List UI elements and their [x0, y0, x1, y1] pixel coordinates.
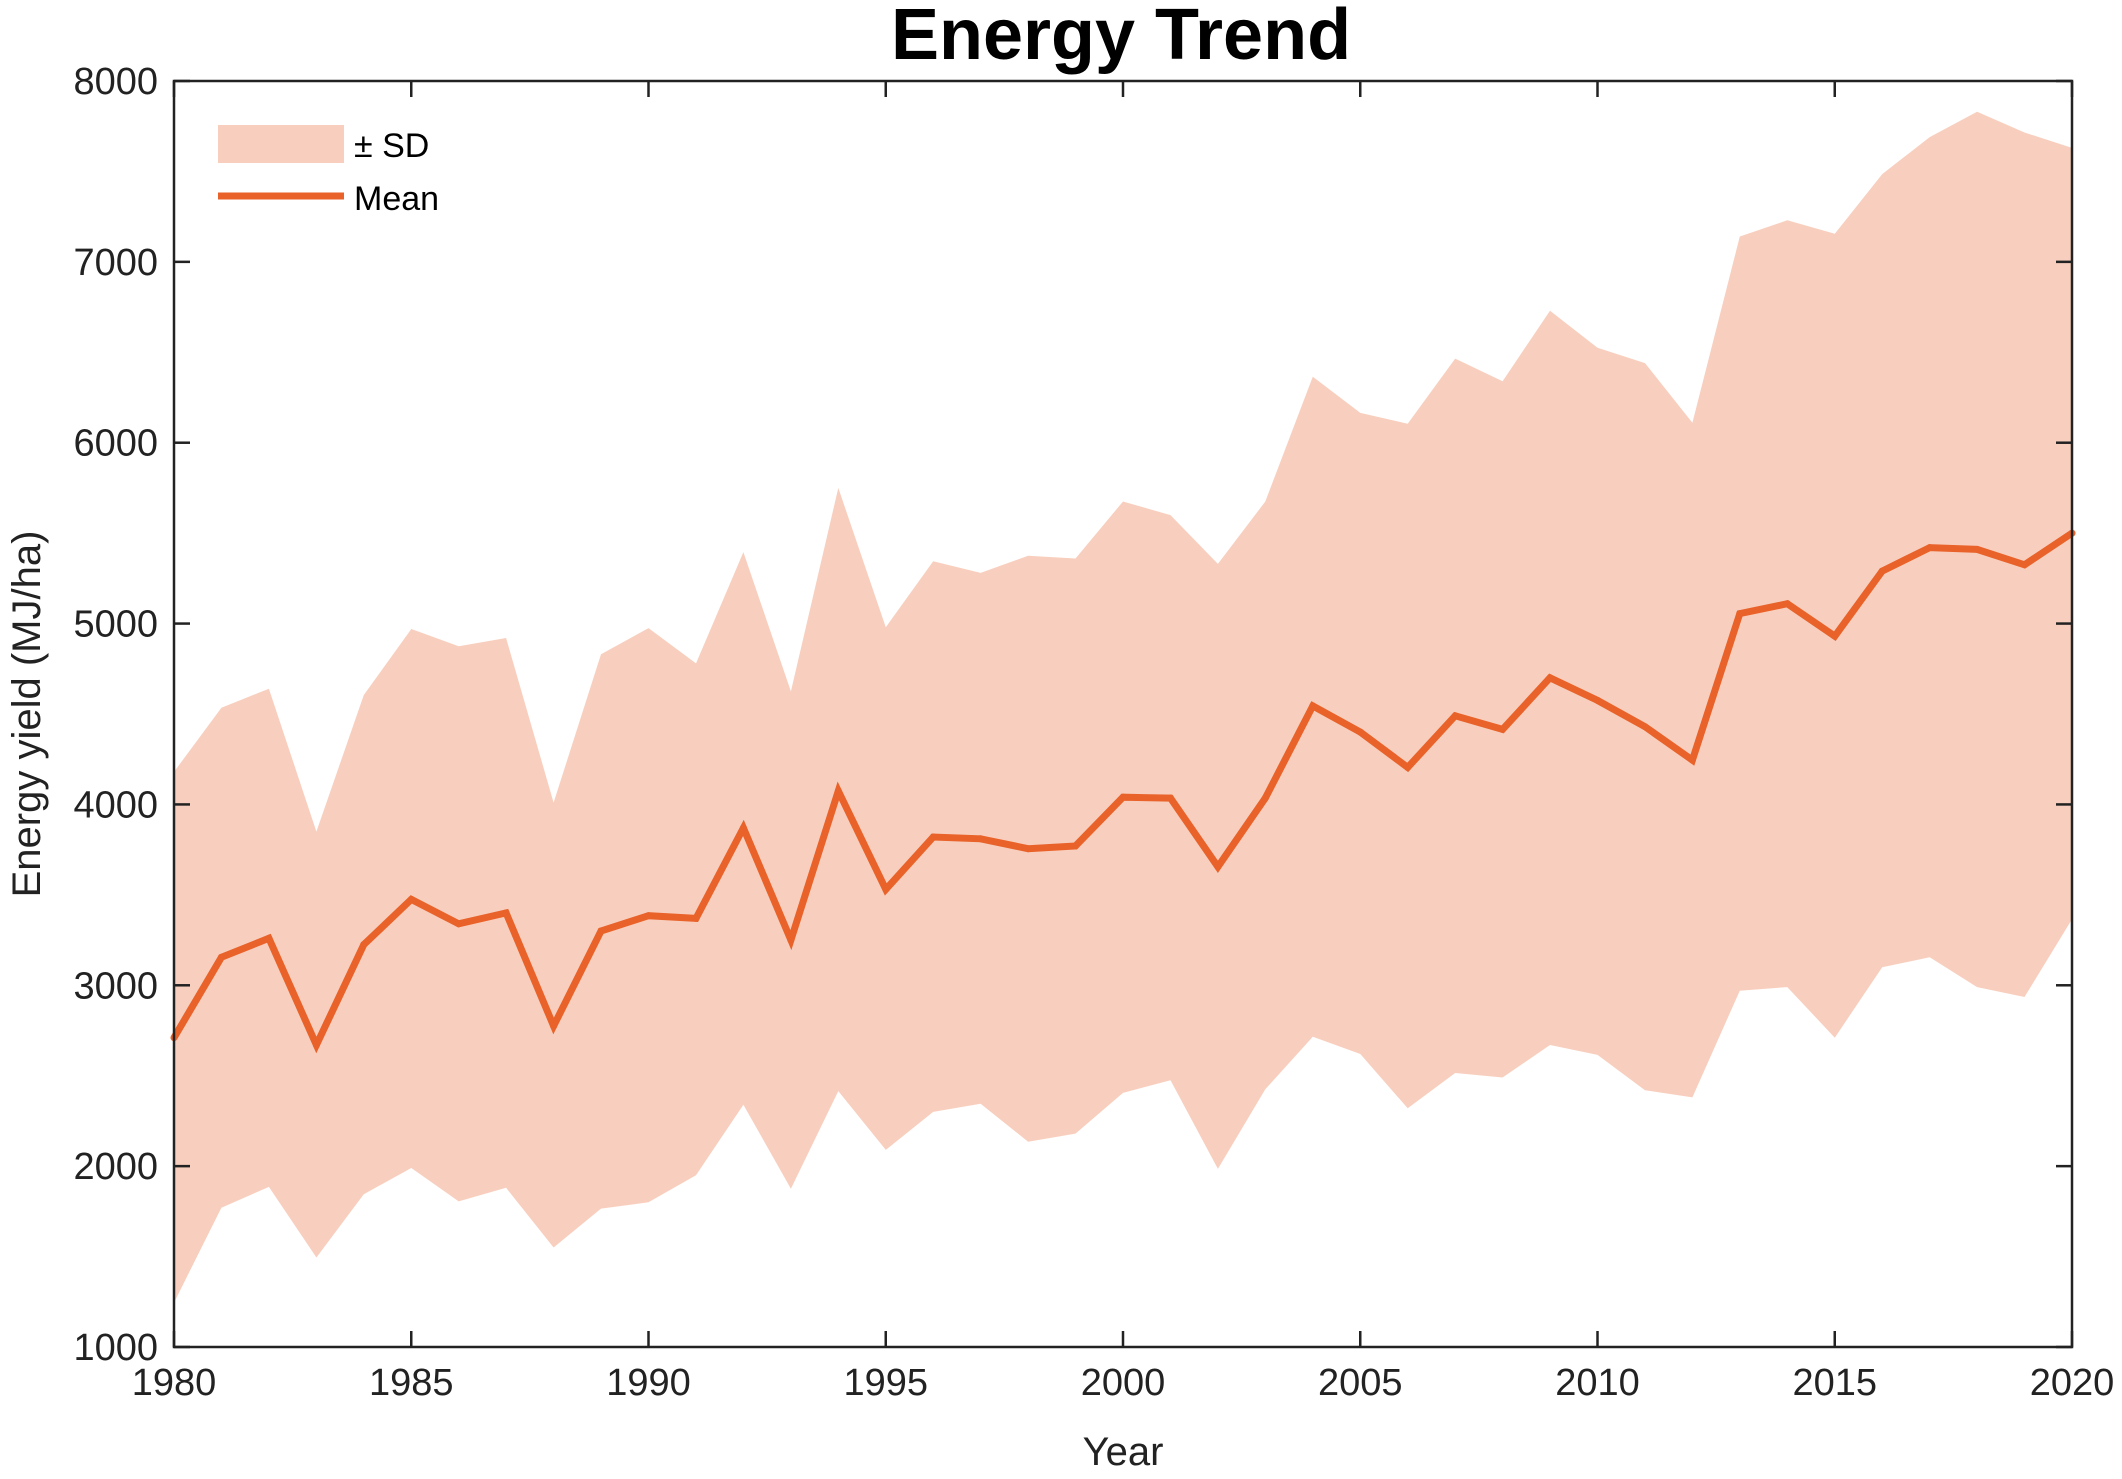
x-tick-label: 1985 [369, 1362, 454, 1404]
legend-band-label: ± SD [354, 127, 429, 165]
mean-point-2011 [1641, 723, 1649, 731]
mean-point-2003 [1261, 794, 1269, 802]
mean-point-2010 [1594, 696, 1601, 704]
mean-point-1982 [265, 934, 273, 942]
mean-point-2009 [1546, 674, 1554, 682]
x-tick-label: 2005 [1318, 1362, 1403, 1404]
y-tick-label: 5000 [73, 604, 158, 646]
mean-point-1999 [1072, 842, 1079, 850]
x-axis-label: Year [1083, 1430, 1164, 1474]
mean-point-1985 [407, 895, 415, 903]
x-axis-ticks: 1980 1985 1990 1995 2000 2005 2010 2015 2020 [132, 81, 2115, 1404]
mean-points [170, 529, 2076, 1049]
mean-point-1983 [312, 1041, 320, 1049]
mean-point-2006 [1404, 763, 1412, 771]
mean-point-1981 [217, 953, 225, 961]
mean-point-2016 [1878, 567, 1886, 575]
mean-point-2019 [2021, 561, 2028, 569]
mean-point-2004 [1309, 702, 1317, 710]
mean-point-2017 [1926, 544, 1934, 552]
mean-point-1991 [692, 914, 700, 922]
mean-point-1998 [1024, 845, 1032, 853]
y-tick-label: 7000 [73, 242, 158, 284]
mean-point-1992 [739, 824, 747, 832]
mean-point-1995 [882, 885, 890, 893]
y-tick-label: 2000 [73, 1146, 158, 1188]
x-tick-label: 1995 [843, 1362, 928, 1404]
y-tick-label: 8000 [73, 61, 158, 103]
mean-point-2007 [1451, 712, 1459, 720]
plot-area [170, 111, 2076, 1303]
mean-point-2000 [1119, 793, 1127, 801]
x-tick-label: 1980 [132, 1362, 217, 1404]
x-tick-label: 1990 [606, 1362, 691, 1404]
mean-point-1989 [597, 927, 605, 935]
sd-band-area [174, 111, 2072, 1303]
mean-point-1987 [502, 909, 510, 917]
x-tick-label: 2010 [1555, 1362, 1640, 1404]
y-axis-ticks: 1000 2000 3000 4000 5000 6000 7000 8000 [73, 61, 2072, 1369]
mean-point-2013 [1736, 610, 1744, 618]
y-tick-label: 4000 [73, 784, 158, 826]
mean-point-2012 [1688, 756, 1696, 764]
mean-point-1986 [455, 920, 463, 928]
mean-point-1990 [645, 912, 652, 920]
mean-point-2002 [1214, 863, 1222, 871]
x-tick-label: 2000 [1081, 1362, 1166, 1404]
x-tick-label: 2020 [2030, 1362, 2115, 1404]
mean-point-2018 [1973, 545, 1981, 553]
mean-point-2015 [1831, 632, 1839, 640]
y-axis-label: Energy yield (MJ/ha) [5, 531, 49, 898]
mean-point-1984 [360, 941, 368, 949]
y-tick-label: 3000 [73, 965, 158, 1007]
mean-point-1994 [834, 787, 842, 795]
mean-point-1988 [550, 1022, 558, 1030]
legend: ± SD Mean [218, 125, 439, 218]
mean-point-1993 [787, 936, 795, 944]
legend-band-swatch [218, 125, 344, 163]
mean-point-1997 [977, 835, 985, 843]
y-tick-label: 1000 [73, 1327, 158, 1369]
y-tick-label: 6000 [73, 423, 158, 465]
mean-point-2005 [1356, 728, 1364, 736]
mean-point-2008 [1499, 725, 1507, 733]
legend-line-label: Mean [354, 180, 439, 218]
x-tick-label: 2015 [1792, 1362, 1877, 1404]
mean-point-2001 [1167, 794, 1174, 802]
mean-point-2014 [1783, 600, 1791, 608]
chart-title: Energy Trend [891, 0, 1351, 75]
mean-point-1996 [929, 833, 937, 841]
